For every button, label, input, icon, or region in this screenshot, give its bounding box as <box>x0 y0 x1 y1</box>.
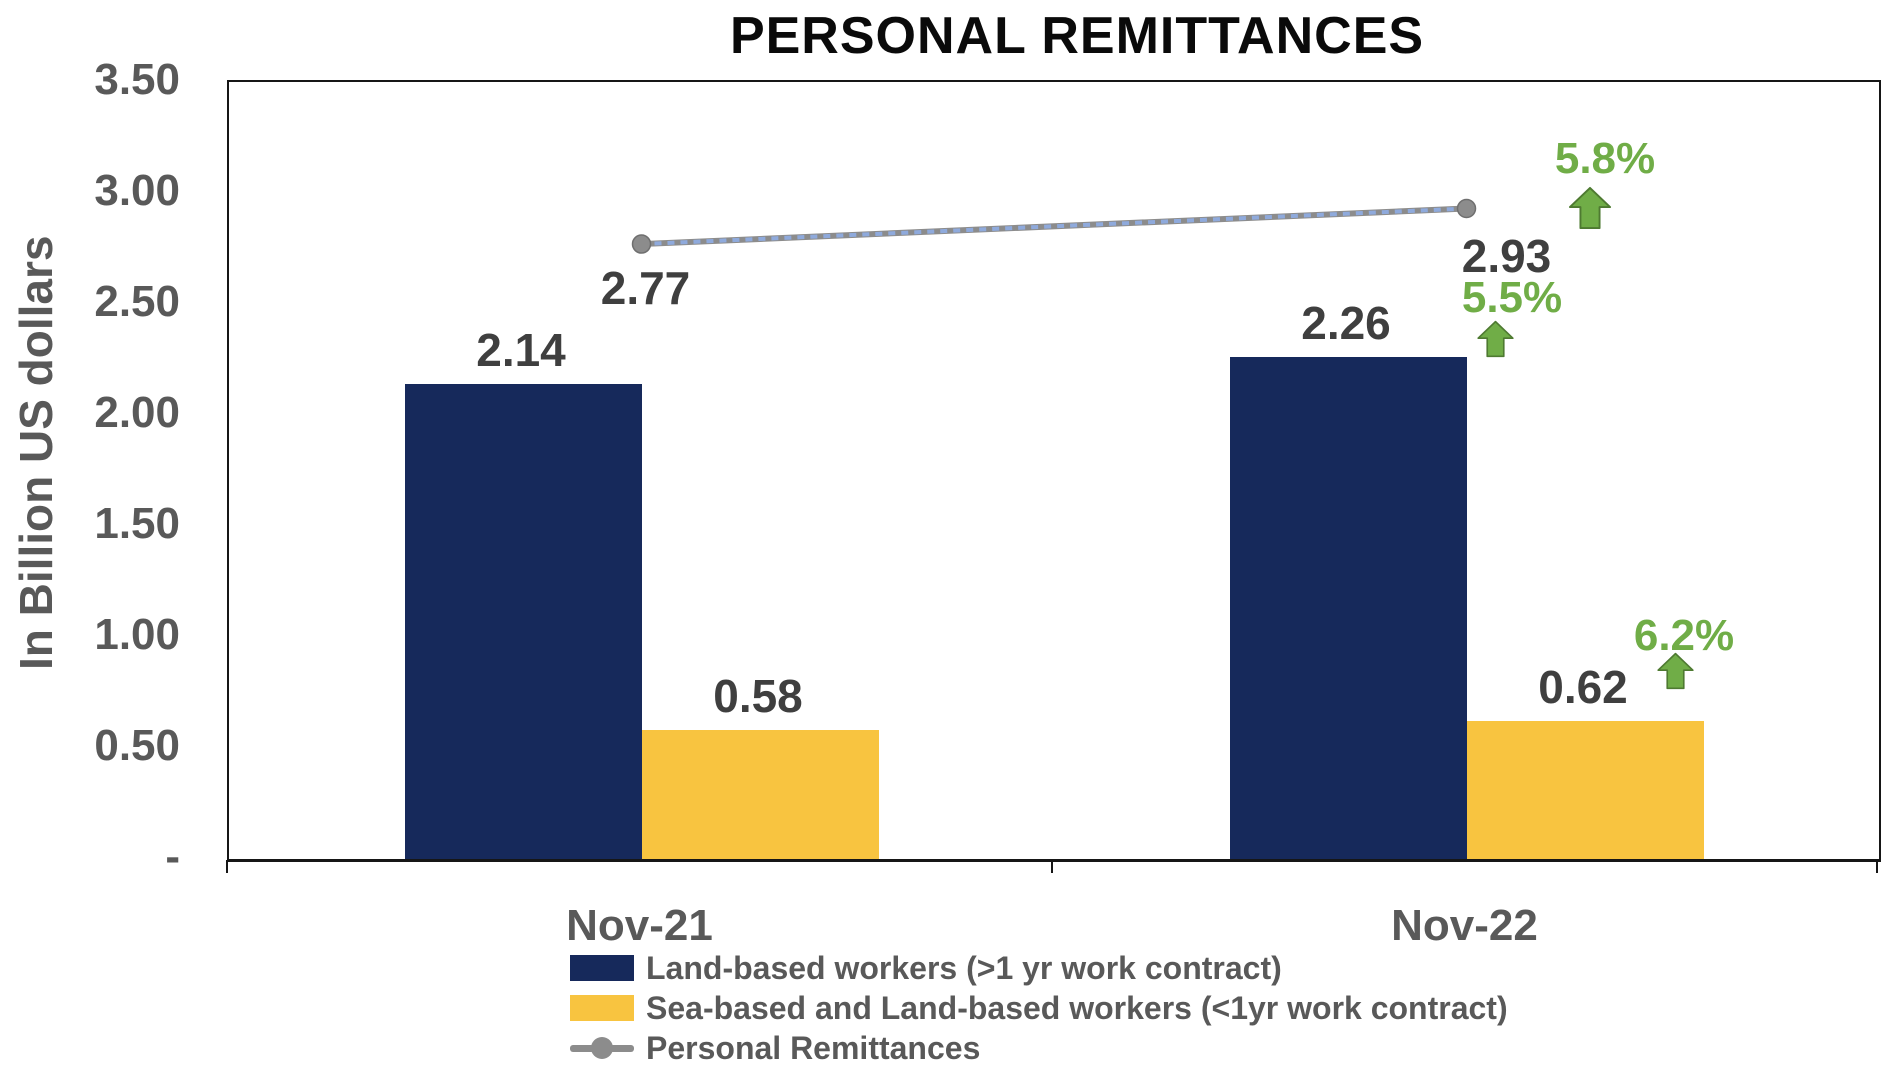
y-tick-label: 2.00 <box>94 388 180 437</box>
legend-swatch <box>570 995 634 1021</box>
bar-land-based-nov-22 <box>1229 357 1467 859</box>
legend-label: Land-based workers (>1 yr work contract) <box>646 949 1282 986</box>
bar-land-based-nov-21 <box>404 383 642 859</box>
up-arrow-icon <box>1472 320 1519 363</box>
legend-item: Personal Remittances <box>570 1028 1508 1068</box>
x-axis-tick <box>226 860 228 873</box>
growth-label: 5.8% <box>1554 134 1656 183</box>
line-marker-point <box>631 234 652 254</box>
bar-sea-based-nov-21 <box>641 730 879 859</box>
up-arrow-icon <box>1657 652 1694 690</box>
y-tick-label: 2.50 <box>94 277 180 326</box>
y-tick-label: 0.50 <box>94 721 180 770</box>
legend-swatch <box>570 955 634 981</box>
personal-remittances-line <box>631 198 1477 254</box>
bar-value-label: 0.62 <box>1538 661 1628 714</box>
up-arrow-icon <box>1477 320 1514 358</box>
y-tick-label: 3.50 <box>94 55 180 104</box>
y-tick-label: 1.50 <box>94 499 180 548</box>
x-axis-label-nov-22: Nov-22 <box>1391 901 1538 950</box>
x-axis-tick <box>1876 860 1878 873</box>
line-value-label: 2.93 <box>1461 229 1552 282</box>
legend-label: Sea-based and Land-based workers (<1yr w… <box>646 989 1508 1026</box>
bar-value-label: 2.26 <box>1301 297 1391 350</box>
x-axis-label-nov-21: Nov-21 <box>566 901 713 950</box>
y-tick-label: 1.00 <box>94 610 180 659</box>
x-axis-tick <box>1051 860 1053 873</box>
legend-line-dot <box>591 1037 613 1059</box>
bar-sea-based-nov-22 <box>1466 721 1704 859</box>
legend-item: Land-based workers (>1 yr work contract) <box>570 948 1508 988</box>
legend-label: Personal Remittances <box>646 1029 981 1066</box>
growth-label: 5.5% <box>1461 273 1563 322</box>
bar-value-label: 0.58 <box>713 670 803 723</box>
legend-line-marker-icon <box>570 1035 634 1061</box>
up-arrow-icon <box>1567 186 1613 235</box>
line-segment <box>641 205 1467 248</box>
line-marker-point <box>1456 198 1477 219</box>
legend: Land-based workers (>1 yr work contract)… <box>570 948 1508 1068</box>
plot-area <box>227 80 1881 862</box>
growth-label: 6.2% <box>1633 611 1735 660</box>
line-value-label: 2.77 <box>600 262 691 315</box>
y-tick-label: - <box>165 832 180 881</box>
y-tick-label: 3.00 <box>94 166 180 215</box>
bar-value-label: 2.14 <box>476 323 566 376</box>
up-arrow-icon <box>1568 186 1612 230</box>
up-arrow-icon <box>1653 652 1698 695</box>
chart-title: PERSONAL REMITTANCES <box>729 7 1425 65</box>
legend-item: Sea-based and Land-based workers (<1yr w… <box>570 988 1508 1028</box>
